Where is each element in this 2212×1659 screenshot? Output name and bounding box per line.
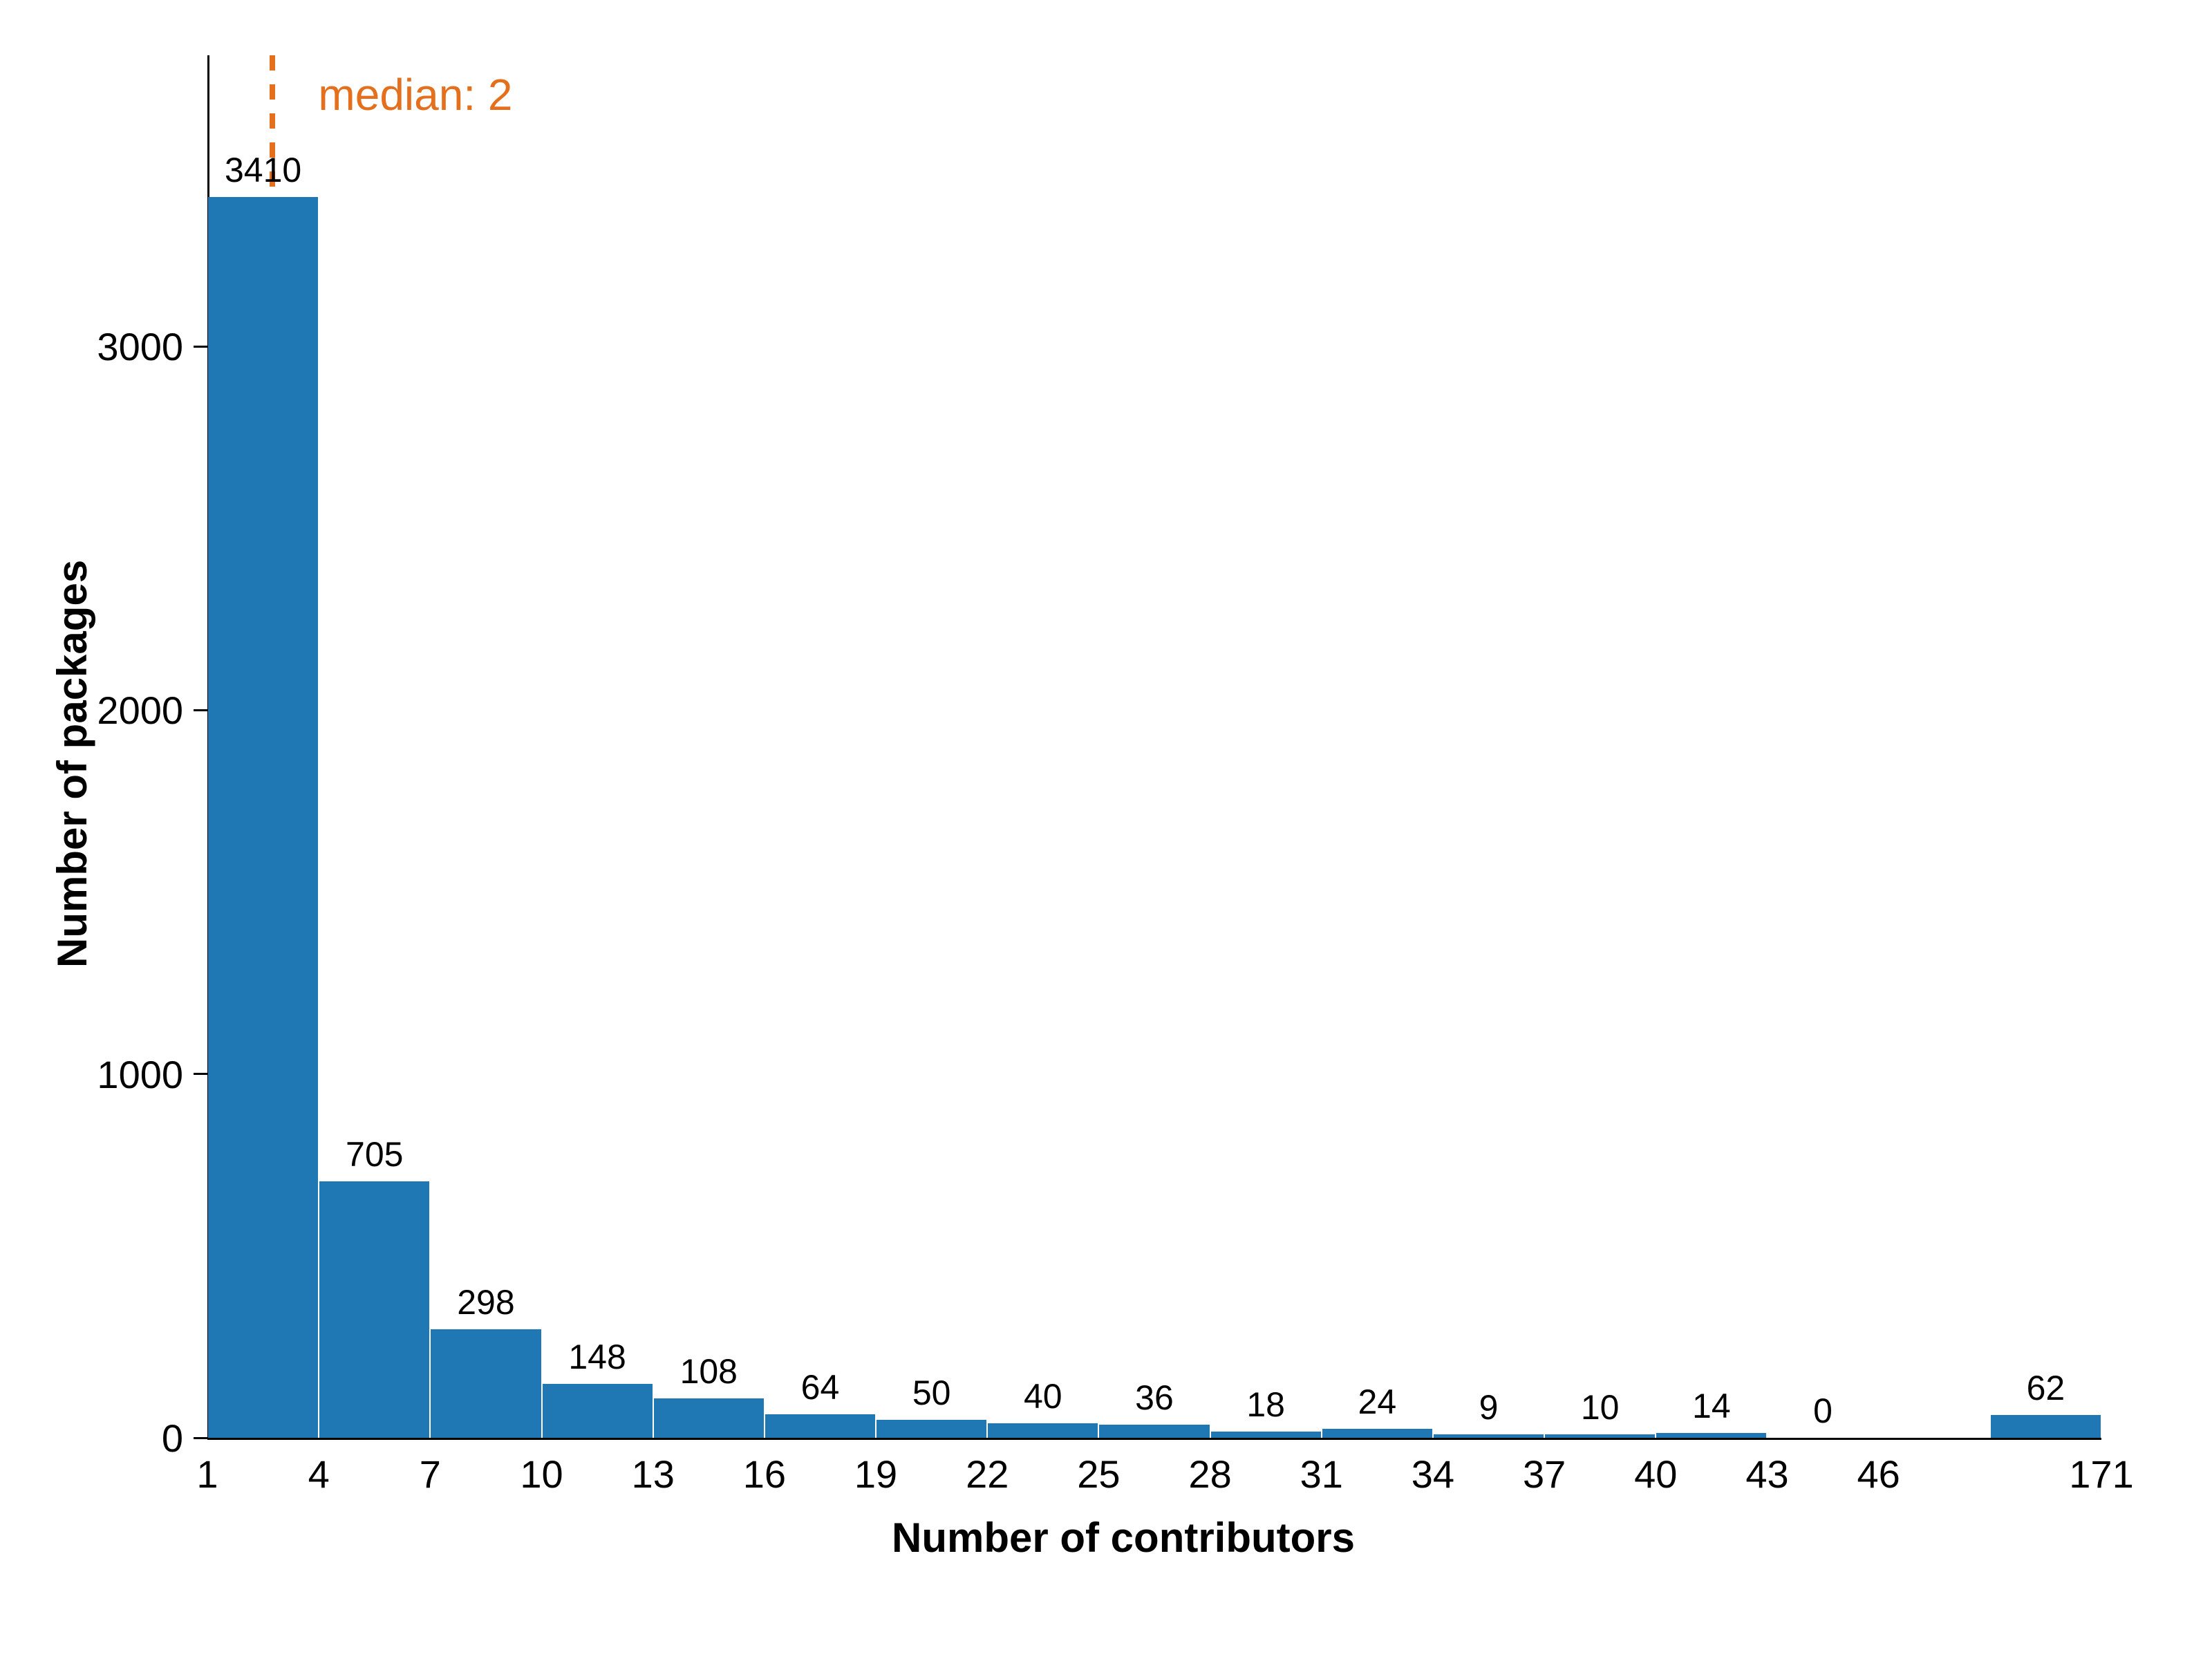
x-tick-label: 171	[2046, 1452, 2157, 1497]
bar-value-label: 0	[1745, 1391, 1901, 1431]
x-tick-label: 28	[1155, 1452, 1266, 1497]
histogram-bar	[877, 1420, 986, 1438]
histogram-bar	[765, 1414, 875, 1438]
histogram-bar	[1545, 1434, 1655, 1438]
x-tick-label: 22	[932, 1452, 1042, 1497]
x-tick-label: 4	[263, 1452, 374, 1497]
histogram-bar	[1322, 1429, 1432, 1438]
histogram-bar	[1099, 1425, 1209, 1438]
y-tick	[194, 346, 207, 348]
x-tick-label: 19	[821, 1452, 931, 1497]
x-tick-label: 40	[1600, 1452, 1711, 1497]
histogram-bar	[988, 1423, 1098, 1438]
bar-value-label: 3410	[185, 150, 341, 190]
x-tick-label: 46	[1824, 1452, 1934, 1497]
bar-value-label: 705	[297, 1134, 453, 1174]
y-tick-label: 2000	[97, 688, 183, 733]
histogram-bar	[1656, 1433, 1766, 1438]
x-tick-label: 43	[1712, 1452, 1822, 1497]
x-tick-label: 1	[152, 1452, 263, 1497]
x-tick-label: 31	[1266, 1452, 1377, 1497]
x-axis-line	[207, 1438, 2101, 1440]
histogram-bar	[1991, 1415, 2101, 1438]
y-tick	[194, 1437, 207, 1439]
histogram-bar	[1211, 1432, 1321, 1438]
x-tick-label: 37	[1489, 1452, 1600, 1497]
x-axis-title: Number of contributors	[892, 1514, 1355, 1562]
plot-area	[207, 55, 2101, 1438]
x-tick-label: 34	[1378, 1452, 1488, 1497]
histogram-bar	[208, 197, 318, 1438]
y-axis-title: Number of packages	[48, 560, 96, 968]
x-tick-label: 25	[1043, 1452, 1154, 1497]
histogram-bar	[1434, 1434, 1544, 1438]
median-label: median: 2	[318, 69, 512, 120]
y-tick	[194, 1073, 207, 1075]
bar-value-label: 62	[1968, 1368, 2124, 1408]
x-tick-label: 10	[487, 1452, 597, 1497]
x-tick-label: 7	[375, 1452, 485, 1497]
y-tick	[194, 709, 207, 711]
y-tick-label: 1000	[97, 1052, 183, 1097]
bar-value-label: 298	[408, 1282, 564, 1322]
x-tick-label: 13	[598, 1452, 709, 1497]
histogram-bar	[543, 1384, 653, 1438]
y-tick-label: 3000	[97, 324, 183, 369]
x-tick-label: 16	[709, 1452, 820, 1497]
histogram-chart: Number of packages Number of contributor…	[0, 0, 2212, 1659]
